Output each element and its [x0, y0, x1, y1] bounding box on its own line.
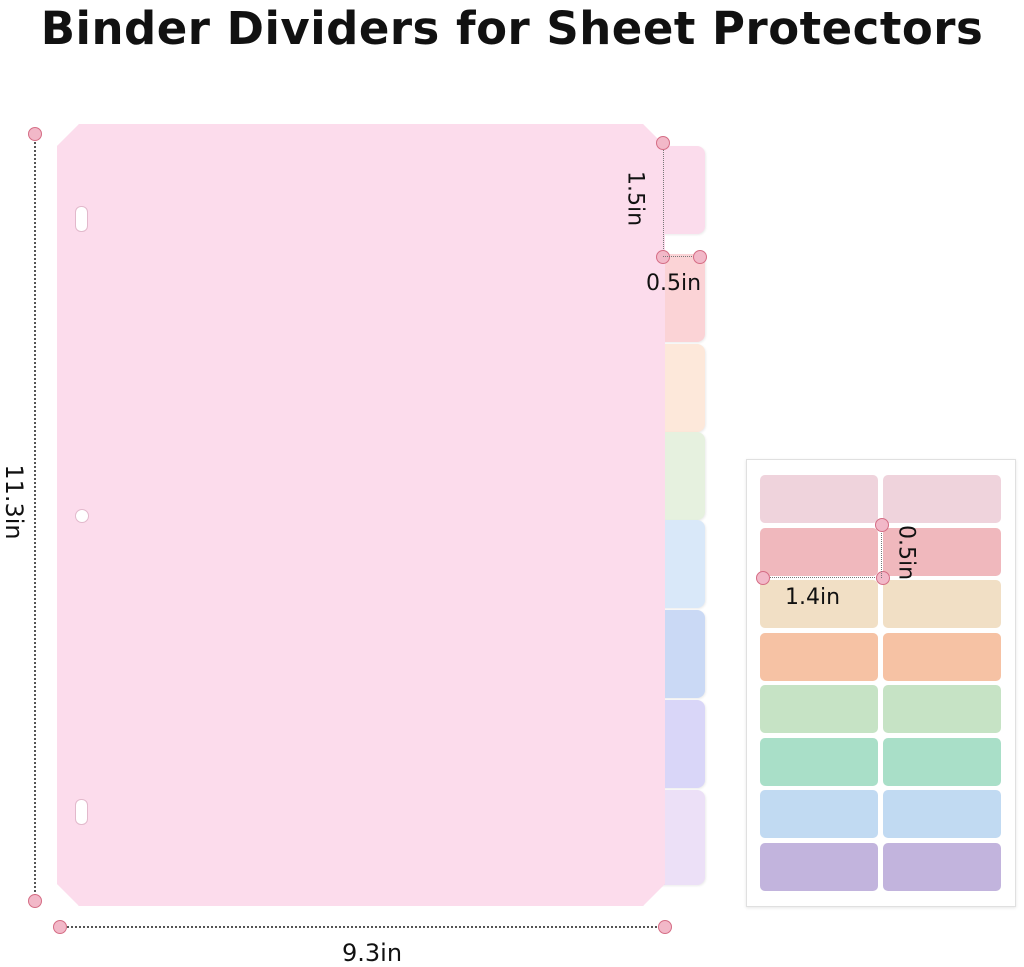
label-height-label: 0.5in — [893, 524, 919, 581]
tab-label — [883, 790, 1001, 838]
label-height-measure-line — [881, 524, 882, 578]
binder-hole-top — [75, 206, 88, 232]
tab-width-measure-line — [663, 256, 700, 257]
label-sheet — [746, 459, 1016, 907]
tab-height-label: 1.5in — [622, 170, 648, 227]
tab-label — [760, 790, 878, 838]
measure-marker — [876, 571, 890, 585]
measure-marker — [656, 136, 670, 150]
tab-label — [760, 737, 878, 786]
binder-hole-bottom — [75, 799, 88, 825]
measure-marker — [693, 250, 707, 264]
measure-marker — [28, 894, 42, 908]
binder-hole-middle — [75, 509, 89, 523]
tab-label — [760, 632, 878, 681]
tab-label — [760, 580, 878, 628]
measure-marker — [656, 250, 670, 264]
tab-label — [760, 842, 878, 891]
label-width-measure-line — [762, 577, 883, 578]
tab-label — [883, 685, 1001, 733]
tab-label — [883, 632, 1001, 681]
tab-label — [883, 527, 1001, 576]
divider-sheet — [57, 124, 665, 906]
tab-label — [883, 737, 1001, 786]
tab-width-label: 0.5in — [646, 271, 702, 296]
measure-marker — [756, 571, 770, 585]
measure-marker — [658, 920, 672, 934]
tab-label — [760, 685, 878, 733]
measure-marker — [875, 518, 889, 532]
tab-label — [760, 527, 878, 576]
height-measure-line — [34, 135, 36, 900]
tab-label — [883, 580, 1001, 628]
label-width-label: 1.4in — [785, 585, 841, 610]
tab-label — [883, 842, 1001, 891]
tab-height-measure-line — [663, 143, 664, 257]
measure-marker — [28, 127, 42, 141]
page-title: Binder Dividers for Sheet Protectors — [40, 2, 984, 55]
measure-marker — [53, 920, 67, 934]
tab-label — [883, 475, 1001, 523]
width-measure-line — [60, 926, 664, 928]
tab-label — [760, 475, 878, 523]
height-label: 11.3in — [0, 464, 28, 540]
width-label: 9.3in — [342, 939, 403, 967]
